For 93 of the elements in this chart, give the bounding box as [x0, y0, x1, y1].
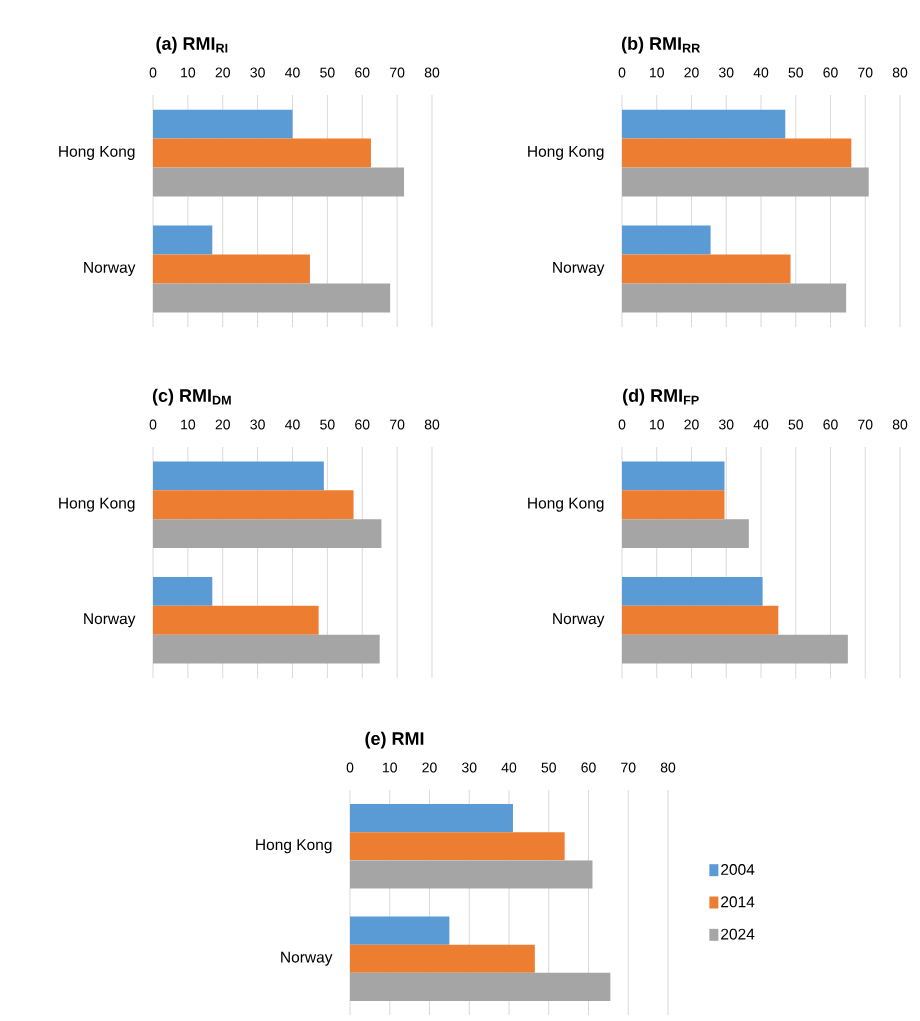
- x-tick-label: 0: [618, 419, 626, 430]
- bar: [622, 490, 725, 520]
- x-tick-label: 50: [320, 419, 335, 430]
- bar: [153, 461, 324, 491]
- x-tick-label: 10: [650, 419, 664, 430]
- x-tick-label: 80: [892, 67, 908, 78]
- chart-title: (c) RMI$_{DM}$: [152, 388, 231, 406]
- bar: [350, 804, 513, 833]
- x-tick-label: 50: [788, 419, 803, 430]
- x-tick-label: 70: [858, 67, 873, 78]
- bar: [622, 225, 711, 255]
- bar: [153, 576, 213, 606]
- x-tick-label: 60: [823, 67, 838, 78]
- bar: [622, 167, 869, 197]
- bar: [350, 860, 593, 889]
- x-tick-label: 20: [684, 67, 699, 78]
- x-tick-label: 40: [285, 419, 300, 430]
- bar: [622, 283, 847, 313]
- x-tick-label: 70: [390, 67, 405, 78]
- x-tick-label: 50: [541, 762, 556, 773]
- chart-title: (d) RMI$_{FP}$: [623, 388, 699, 406]
- y-tick-label: Hong Kong: [256, 839, 332, 854]
- y-tick-label: Norway: [553, 613, 605, 628]
- bar: [350, 832, 565, 861]
- x-tick-label: 50: [788, 67, 803, 78]
- x-tick-label: 30: [461, 762, 477, 773]
- x-tick-label: 60: [355, 67, 370, 78]
- y-tick-label: Norway: [84, 262, 136, 276]
- x-tick-label: 70: [621, 762, 636, 773]
- bar: [153, 109, 293, 139]
- bar: [153, 138, 371, 168]
- x-tick-label: 40: [753, 67, 769, 78]
- y-tick-label: Norway: [553, 262, 605, 276]
- x-tick-label: 40: [501, 762, 517, 773]
- y-tick-label: Hong Kong: [59, 497, 135, 512]
- chart-title: (b) RMI$_{RR}$: [621, 36, 700, 54]
- x-tick-label: 80: [660, 762, 676, 773]
- bar: [622, 461, 725, 491]
- bar: [622, 109, 786, 139]
- x-tick-label: 10: [181, 419, 196, 430]
- bar: [622, 254, 791, 284]
- legend-label: 2004: [721, 864, 755, 876]
- chart-title: (a) RMI$_{RI}$: [156, 36, 228, 54]
- x-tick-label: 60: [823, 419, 838, 430]
- x-tick-label: 20: [422, 762, 437, 773]
- bar: [350, 944, 535, 973]
- x-tick-label: 20: [684, 419, 699, 430]
- bar: [153, 167, 405, 197]
- x-tick-label: 10: [650, 67, 664, 78]
- legend-label: 2014: [721, 896, 755, 908]
- x-tick-label: 80: [424, 67, 440, 78]
- chart-title: (e) RMI: [365, 731, 424, 749]
- bar: [622, 519, 749, 549]
- bar: [153, 634, 380, 664]
- bar: [153, 225, 213, 255]
- bar: [622, 634, 848, 664]
- x-tick-label: 10: [181, 67, 196, 78]
- bar: [622, 576, 763, 606]
- x-tick-label: 80: [424, 419, 440, 430]
- bar: [350, 972, 611, 1001]
- bar: [350, 916, 450, 945]
- x-tick-label: 10: [383, 762, 397, 773]
- x-tick-label: 40: [753, 419, 769, 430]
- x-tick-label: 0: [346, 762, 354, 773]
- x-tick-label: 0: [618, 67, 626, 78]
- bar: [153, 605, 319, 635]
- x-tick-label: 70: [390, 419, 405, 430]
- x-tick-label: 30: [718, 67, 734, 78]
- x-tick-label: 0: [149, 419, 157, 430]
- legend-label: 2024: [721, 928, 755, 940]
- y-tick-label: Hong Kong: [59, 146, 135, 160]
- x-tick-label: 60: [581, 762, 596, 773]
- bar: [153, 519, 382, 549]
- x-tick-label: 20: [215, 419, 230, 430]
- bar: [622, 605, 779, 635]
- y-tick-label: Norway: [281, 951, 333, 966]
- bar: [153, 283, 391, 313]
- x-tick-label: 0: [149, 67, 157, 78]
- x-tick-label: 60: [355, 419, 370, 430]
- bar: [622, 138, 852, 168]
- y-tick-label: Hong Kong: [528, 146, 604, 160]
- bar: [153, 490, 354, 520]
- x-tick-label: 40: [285, 67, 300, 78]
- x-tick-label: 80: [892, 419, 908, 430]
- x-tick-label: 20: [215, 67, 230, 78]
- y-tick-label: Hong Kong: [528, 497, 604, 512]
- x-tick-label: 30: [718, 419, 734, 430]
- x-tick-label: 70: [858, 419, 873, 430]
- x-tick-label: 30: [250, 67, 265, 78]
- x-tick-label: 50: [320, 67, 335, 78]
- bar: [153, 254, 310, 284]
- x-tick-label: 30: [250, 419, 265, 430]
- y-tick-label: Norway: [84, 613, 136, 628]
